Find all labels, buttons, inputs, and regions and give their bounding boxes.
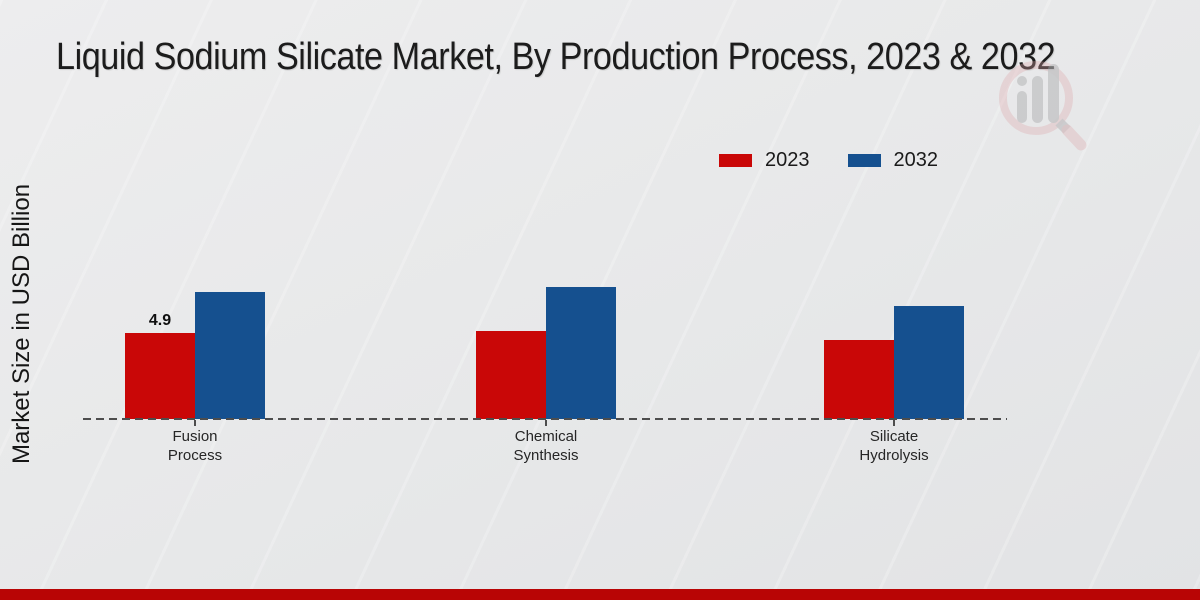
y-axis-label: Market Size in USD Billion	[8, 183, 35, 465]
category-label-chemical-synthesis: Chemical Synthesis	[513, 428, 579, 464]
magnifier-bar-chart-logo-icon	[999, 61, 1087, 151]
x-axis-tick-chemical-synthesis	[545, 420, 547, 426]
chart-title: Liquid Sodium Silicate Market, By Produc…	[56, 36, 1056, 78]
legend-swatch-2023	[719, 154, 752, 167]
legend: 2023 2032	[719, 149, 938, 172]
bar-2032-fusion-process	[195, 292, 265, 419]
bar-2032-silicate-hydrolysis	[894, 306, 964, 419]
bar-2023-chemical-synthesis	[476, 331, 546, 419]
legend-label-2023: 2023	[765, 149, 810, 171]
x-axis-tick-fusion-process	[194, 420, 196, 426]
footer-red-band	[0, 589, 1200, 600]
bar-2023-silicate-hydrolysis	[824, 340, 894, 419]
bar-2023-fusion-process	[125, 333, 195, 419]
category-label-fusion-process: Fusion Process	[167, 428, 223, 464]
data-label-2023-fusion-process: 4.9	[148, 312, 172, 329]
legend-swatch-2032	[847, 154, 881, 167]
bar-2032-chemical-synthesis	[546, 287, 616, 419]
x-axis-dashed-line	[83, 418, 1007, 420]
legend-label-2032: 2032	[893, 149, 939, 171]
x-axis-tick-silicate-hydrolysis	[893, 420, 895, 426]
category-label-silicate-hydrolysis: Silicate Hydrolysis	[859, 428, 929, 464]
